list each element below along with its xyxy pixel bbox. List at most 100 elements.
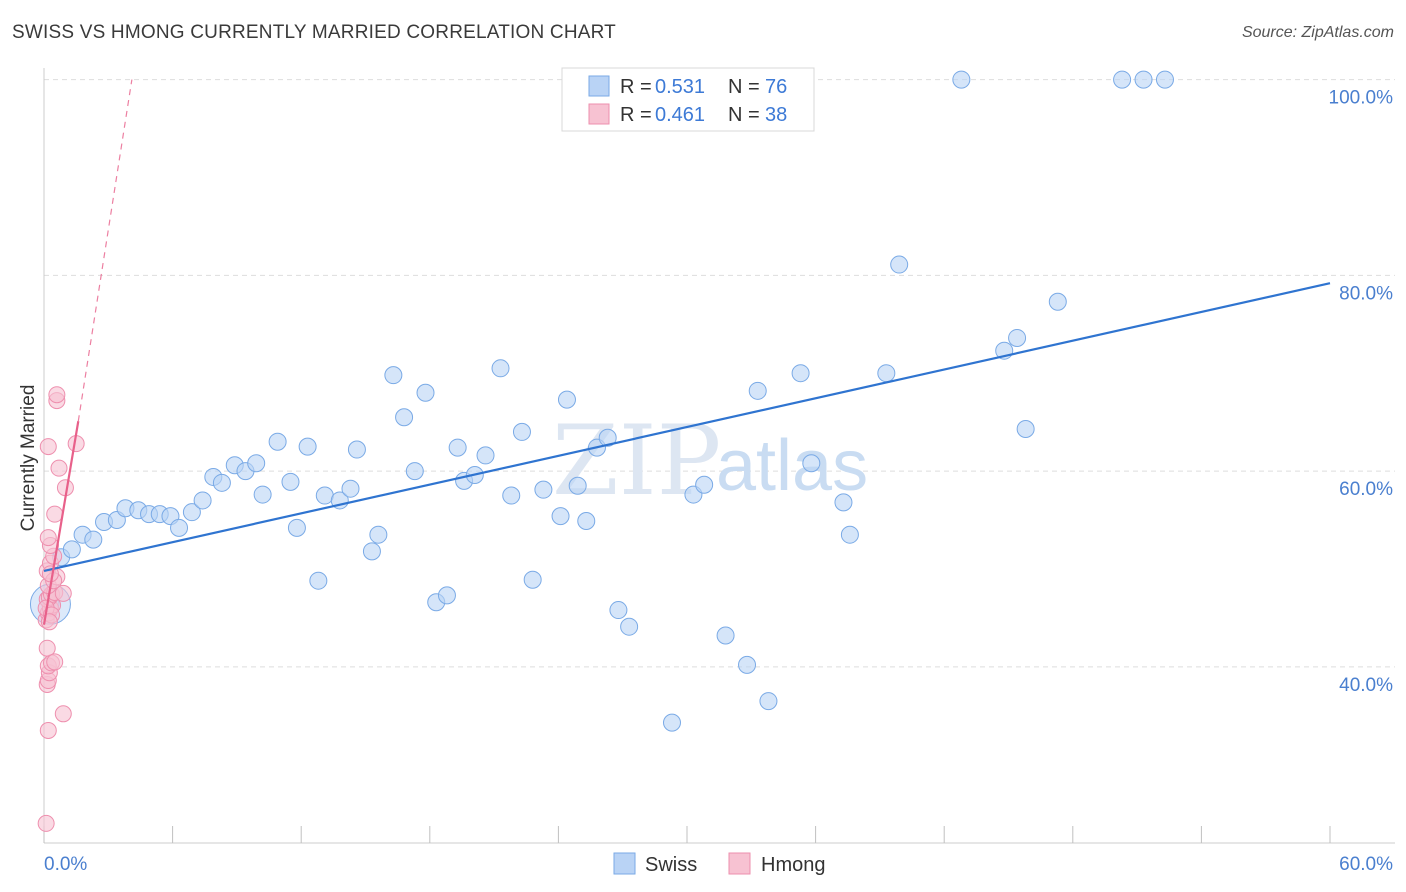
swiss-point (620, 617, 639, 636)
swiss-point (405, 462, 424, 481)
swiss-point (890, 255, 909, 274)
swiss-point (512, 422, 531, 441)
swiss-point (877, 364, 896, 383)
swiss-point (502, 486, 521, 505)
legend-swatch-swiss (613, 852, 636, 875)
swiss-point (802, 454, 821, 473)
hmong-point (46, 653, 64, 671)
hmong-trend-extension (77, 79, 133, 422)
legend-r-label: R = (620, 104, 652, 126)
swiss-point (1048, 292, 1067, 311)
hmong-point (38, 639, 56, 657)
legend-n-value: 38 (765, 104, 787, 126)
swiss-point (395, 408, 414, 427)
swiss-point (662, 713, 681, 732)
swiss-point (341, 479, 360, 498)
swiss-point (577, 511, 596, 530)
swiss-point (491, 359, 510, 378)
hmong-point (37, 814, 55, 832)
hmong-point (54, 584, 72, 602)
hmong-point (39, 438, 57, 456)
swiss-point (170, 518, 189, 537)
swiss-point (551, 507, 570, 526)
swiss-point (1155, 70, 1174, 89)
swiss-point (1113, 70, 1132, 89)
swiss-point (212, 473, 231, 492)
y-axis-label: Currently Married (18, 385, 39, 532)
legend-label-hmong: Hmong (761, 854, 825, 876)
hmong-point (39, 529, 57, 547)
swiss-point (298, 437, 317, 456)
swiss-point (362, 542, 381, 561)
legend-swatch-hmong (588, 103, 610, 125)
swiss-point (791, 364, 810, 383)
hmong-trend-extension-line (77, 79, 133, 422)
swiss-point (268, 432, 287, 451)
legend-label-swiss: Swiss (645, 854, 697, 876)
swiss-point (759, 692, 778, 711)
legend-n-value: 76 (765, 76, 787, 98)
swiss-point (247, 454, 266, 473)
axes (43, 68, 1395, 844)
swiss-point (416, 383, 435, 402)
hmong-trend-line (42, 420, 80, 625)
trend-lines (42, 282, 1331, 625)
swiss-point (476, 446, 495, 465)
swiss-point (695, 475, 714, 494)
legend-n-label: N = (728, 104, 760, 126)
swiss-point (369, 525, 388, 544)
y-tick-labels: 40.0% 60.0% 80.0% 100.0% (1329, 88, 1394, 696)
source-credit: Source: ZipAtlas.com (1241, 24, 1394, 41)
swiss-point (952, 70, 971, 89)
y-tick-label: 80.0% (1339, 283, 1393, 304)
hmong-point (50, 459, 68, 477)
swiss-point (193, 491, 212, 510)
watermark-atlas: atlas (716, 426, 868, 506)
swiss-point (716, 626, 735, 645)
swiss-point (523, 570, 542, 589)
swiss-point (84, 530, 103, 549)
swiss-point (1008, 328, 1027, 347)
swiss-point (840, 525, 859, 544)
chart-title: SWISS VS HMONG CURRENTLY MARRIED CORRELA… (12, 22, 616, 43)
swiss-point (568, 476, 587, 495)
legend-n-label: N = (728, 76, 760, 98)
swiss-point (315, 486, 334, 505)
swiss-point (281, 472, 300, 491)
swiss-point (287, 518, 306, 537)
swiss-points (29, 70, 1174, 732)
stats-legend: R = 0.531 N = 76 R = 0.461 N = 38 (561, 67, 815, 132)
hmong-points (37, 386, 85, 832)
swiss-point (534, 480, 553, 499)
legend-r-label: R = (620, 76, 652, 98)
gridlines (44, 79, 1395, 668)
swiss-point (62, 540, 81, 559)
swiss-point (834, 493, 853, 512)
hmong-point (54, 705, 72, 723)
hmong-point (46, 505, 64, 523)
swiss-point (557, 390, 576, 409)
swiss-point (309, 571, 328, 590)
swiss-point (1134, 70, 1153, 89)
legend-r-value: 0.531 (655, 76, 705, 98)
swiss-point (182, 503, 201, 522)
swiss-point (598, 428, 617, 447)
legend-swatch-hmong (728, 852, 751, 875)
swiss-point (609, 601, 628, 620)
swiss-trend-line (43, 282, 1331, 572)
hmong-point (39, 721, 57, 739)
swiss-point (748, 381, 767, 400)
swiss-point (738, 655, 757, 674)
swiss-point (448, 438, 467, 457)
x-tick-label: 60.0% (1339, 854, 1393, 875)
y-tick-label: 60.0% (1339, 479, 1393, 500)
swiss-point (347, 440, 366, 459)
swiss-point (253, 485, 272, 504)
legend-swatch-swiss (588, 75, 610, 97)
swiss-point (437, 586, 456, 605)
hmong-point (48, 386, 66, 404)
y-tick-label: 40.0% (1339, 675, 1393, 696)
series-legend: Swiss Hmong (613, 852, 825, 876)
swiss-point (384, 366, 403, 385)
